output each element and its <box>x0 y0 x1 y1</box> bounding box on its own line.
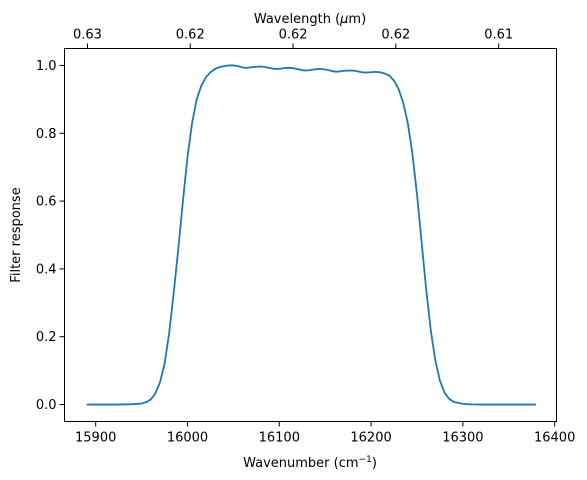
top-tick-label: 0.62 <box>381 28 410 43</box>
x-axis-title-text: Wavenumber (cm <box>243 456 358 471</box>
x-axis-title-suffix: ) <box>372 456 377 471</box>
top-tick-label: 0.61 <box>484 28 513 43</box>
top-axis-title-mu: μ <box>339 12 348 27</box>
plot-area <box>86 64 537 406</box>
ticks-layer: 15900 16000 16100 16200 16300 16400 0.0 0.2 0.4 0… <box>36 28 576 446</box>
y-tick-label: 0.2 <box>36 330 57 345</box>
top-axis-title-suffix: m) <box>348 12 366 27</box>
y-tick-label: 0.0 <box>36 398 57 413</box>
top-tick-label: 0.62 <box>279 28 308 43</box>
x-axis-title: Wavenumber (cm−1) <box>243 455 377 471</box>
x-tick-label: 16100 <box>259 431 300 446</box>
x-tick-label: 16000 <box>167 431 208 446</box>
x-tick-label: 15900 <box>75 431 116 446</box>
top-tick-label: 0.62 <box>176 28 205 43</box>
axes-frame <box>64 48 557 422</box>
filter-response-line <box>86 64 537 406</box>
y-tick-label: 0.6 <box>36 195 57 210</box>
x-axis-title-superscript: −1 <box>359 455 372 465</box>
x-tick-label: 16300 <box>442 431 483 446</box>
x-tick-label: 16200 <box>350 431 391 446</box>
y-tick-label: 1.0 <box>36 59 57 74</box>
x-tick-label: 16400 <box>534 431 575 446</box>
top-axis-title-text: Wavelength ( <box>254 12 340 27</box>
top-axis-title: Wavelength (μm) <box>254 12 366 27</box>
y-tick-label: 0.8 <box>36 127 57 142</box>
top-tick-label: 0.63 <box>73 28 102 43</box>
y-axis-title: Filter response <box>9 187 24 282</box>
y-tick-label: 0.4 <box>36 262 57 277</box>
